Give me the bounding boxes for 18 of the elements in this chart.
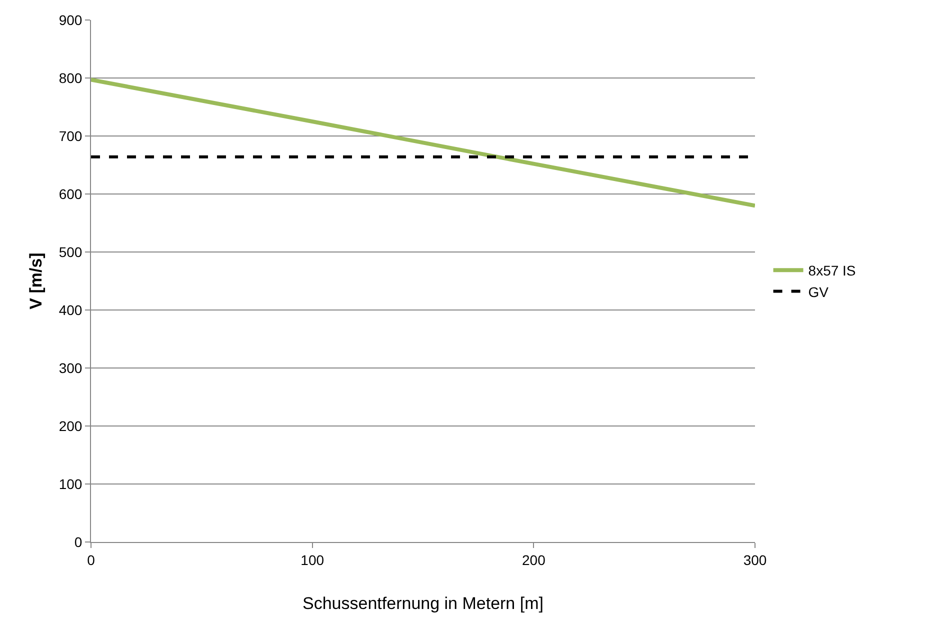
legend-label: 8x57 IS <box>808 262 856 279</box>
y-tick-label: 100 <box>58 476 82 492</box>
y-tick-label: 700 <box>58 128 82 144</box>
y-tick-label: 600 <box>58 186 82 202</box>
x-tick-label: 200 <box>522 552 546 568</box>
y-tick-label: 500 <box>58 244 82 260</box>
y-tick-label: 900 <box>58 12 82 28</box>
x-tick-label: 0 <box>87 552 96 568</box>
y-tick-label: 400 <box>58 302 82 318</box>
y-tick-label: 800 <box>58 70 82 86</box>
legend-label: GV <box>808 284 830 300</box>
y-axis-title: V [m/s] <box>26 252 46 310</box>
y-tick-label: 300 <box>58 360 82 376</box>
y-tick-label: 200 <box>58 418 82 434</box>
x-axis-title: Schussentfernung in Metern [m] <box>302 594 544 614</box>
x-tick-label: 100 <box>300 552 324 568</box>
x-tick-label: 300 <box>743 552 767 568</box>
y-tick-label: 0 <box>74 534 82 550</box>
